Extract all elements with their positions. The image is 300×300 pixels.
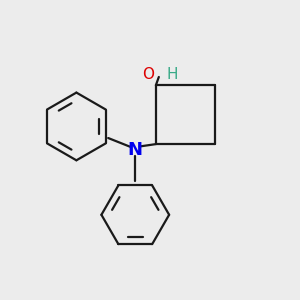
Text: H: H: [166, 68, 178, 82]
Text: N: N: [128, 141, 143, 159]
Text: O: O: [142, 68, 154, 82]
